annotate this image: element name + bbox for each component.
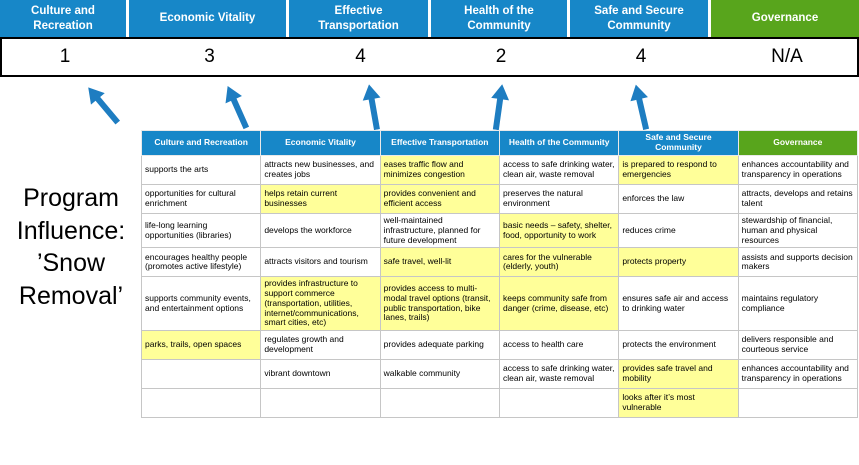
- matrix-cell: [260, 388, 381, 419]
- matrix-row: life-long learning opportunities (librar…: [140, 212, 859, 249]
- matrix-cell: [737, 388, 859, 419]
- matrix-row: opportunities for cultural enrichment hel…: [140, 184, 859, 214]
- matrix-cell: enforces the law: [618, 184, 739, 214]
- summary-column-header: Culture and Recreation: [0, 0, 126, 37]
- matrix-row: supports the arts attracts new businesses…: [140, 155, 859, 185]
- matrix-cell: attracts, develops and retains talent: [737, 184, 859, 214]
- matrix-cell-highlighted: provides access to multi-modal travel op…: [379, 276, 500, 332]
- matrix-cell-highlighted: looks after it’s most vulnerable: [618, 388, 739, 419]
- matrix-cell-highlighted: is prepared to respond to emergencies: [618, 155, 739, 185]
- matrix-cell-highlighted: protects property: [618, 247, 739, 278]
- matrix-cell: reduces crime: [618, 212, 739, 249]
- up-arrow-icon: [212, 79, 262, 135]
- matrix-cell: delivers responsible and courteous servi…: [737, 330, 859, 361]
- up-arrow-icon: [479, 82, 519, 132]
- matrix-cell: vibrant downtown: [260, 359, 381, 390]
- score-row: 1 3 4 2 4 N/A: [0, 37, 859, 77]
- summary-column-header: Health of the Community: [431, 0, 567, 37]
- matrix-cell: maintains regulatory compliance: [737, 276, 859, 332]
- summary-column-header: Safe and Secure Community: [570, 0, 708, 37]
- summary-score: 4: [635, 46, 647, 67]
- matrix-cell: well-maintained infrastructure, planned …: [379, 212, 500, 249]
- up-arrow-icon: [352, 81, 393, 132]
- matrix-cell: [140, 359, 262, 390]
- summary-column-header: Governance: [711, 0, 859, 37]
- matrix-cell: encourages healthy people (promotes acti…: [140, 247, 262, 278]
- summary-score: 4: [355, 46, 366, 67]
- matrix-cell: access to health care: [498, 330, 620, 361]
- matrix-column-header: Culture and Recreation: [140, 130, 262, 156]
- matrix-column-header: Economic Vitality: [260, 130, 381, 156]
- matrix-column-header: Safe and Secure Community: [618, 130, 739, 156]
- matrix-cell: supports community events, and entertain…: [140, 276, 262, 332]
- matrix-cell: protects the environment: [618, 330, 739, 361]
- matrix-cell: assists and supports decision makers: [737, 247, 859, 278]
- matrix-cell-highlighted: basic needs – safety, shelter, food, opp…: [498, 212, 620, 249]
- matrix-cell: [140, 388, 262, 419]
- matrix-cell: access to safe drinking water, clean air…: [498, 359, 620, 390]
- matrix-cell: supports the arts: [140, 155, 262, 185]
- matrix-header-row: Culture and Recreation Economic Vitality E…: [140, 130, 859, 156]
- summary-score: N/A: [771, 46, 803, 67]
- matrix-row: supports community events, and entertain…: [140, 276, 859, 332]
- summary-score: 3: [204, 46, 215, 67]
- matrix-cell: [379, 388, 500, 419]
- matrix-cell: stewardship of financial, human and phys…: [737, 212, 859, 249]
- matrix-cell: walkable community: [379, 359, 500, 390]
- summary-column-header: Effective Transportation: [289, 0, 428, 37]
- matrix-body: supports the arts attracts new businesses…: [140, 155, 859, 419]
- matrix-cell-highlighted: provides infrastructure to support comme…: [260, 276, 381, 332]
- program-title: Program Influence: ’Snow Removal’: [16, 184, 126, 310]
- matrix-cell-highlighted: eases traffic flow and minimizes congest…: [379, 155, 500, 185]
- matrix-cell: enhances accountability and transparency…: [737, 155, 859, 185]
- matrix-row: encourages healthy people (promotes acti…: [140, 247, 859, 278]
- summary-score: 2: [495, 46, 507, 67]
- matrix-row: looks after it’s most vulnerable: [140, 388, 859, 419]
- matrix-cell-highlighted: safe travel, well-lit: [379, 247, 500, 278]
- matrix-cell: regulates growth and development: [260, 330, 381, 361]
- matrix-cell: attracts new businesses, and creates job…: [260, 155, 381, 185]
- matrix-cell: opportunities for cultural enrichment: [140, 184, 262, 214]
- matrix-cell: attracts visitors and tourism: [260, 247, 381, 278]
- up-arrow-icon: [619, 81, 662, 133]
- matrix-column-header: Health of the Community: [498, 130, 620, 156]
- matrix-cell: enhances accountability and transparency…: [737, 359, 859, 390]
- matrix-cell: [498, 388, 620, 419]
- matrix-cell-highlighted: parks, trails, open spaces: [140, 330, 262, 361]
- matrix-cell: develops the workforce: [260, 212, 381, 249]
- matrix-cell-highlighted: provides convenient and efficient access: [379, 184, 500, 214]
- up-arrow-icon: [75, 76, 131, 133]
- summary-score: 1: [59, 46, 71, 67]
- summary-header-band: Culture and Recreation Economic Vitality E…: [0, 0, 859, 37]
- matrix-cell-highlighted: provides safe travel and mobility: [618, 359, 739, 390]
- matrix-row: parks, trails, open spaces regulates grow…: [140, 330, 859, 361]
- matrix-column-header: Governance: [737, 130, 859, 156]
- matrix-column-header: Effective Transportation: [379, 130, 500, 156]
- matrix-cell: preserves the natural environment: [498, 184, 620, 214]
- matrix-cell-highlighted: cares for the vulnerable (elderly, youth…: [498, 247, 620, 278]
- influence-matrix: Culture and Recreation Economic Vitality E…: [140, 130, 859, 419]
- summary-column-header: Economic Vitality: [129, 0, 286, 37]
- matrix-cell: life-long learning opportunities (librar…: [140, 212, 262, 249]
- matrix-cell-highlighted: helps retain current businesses: [260, 184, 381, 214]
- matrix-cell-highlighted: keeps community safe from danger (crime,…: [498, 276, 620, 332]
- matrix-row: vibrant downtown walkable community access…: [140, 359, 859, 390]
- matrix-cell: provides adequate parking: [379, 330, 500, 361]
- matrix-cell: ensures safe air and access to drinking …: [618, 276, 739, 332]
- matrix-cell: access to safe drinking water, clean air…: [498, 155, 620, 185]
